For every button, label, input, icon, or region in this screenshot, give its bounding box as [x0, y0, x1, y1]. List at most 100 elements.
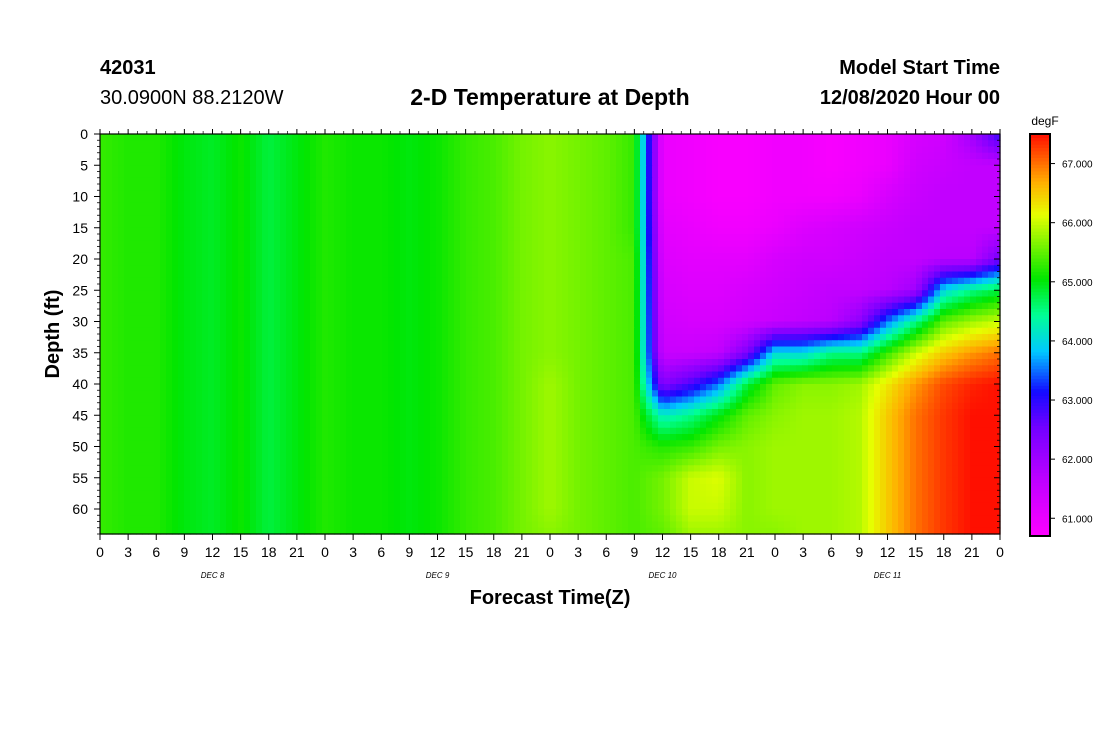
heatmap-cell: [646, 202, 653, 210]
heatmap-cell: [946, 196, 953, 204]
heatmap-cell: [250, 271, 257, 279]
heatmap-cell: [940, 321, 947, 329]
heatmap-cell: [754, 240, 761, 248]
heatmap-cell: [670, 296, 677, 304]
heatmap-cell: [712, 140, 719, 148]
heatmap-cell: [334, 152, 341, 160]
heatmap-cell: [970, 171, 977, 179]
heatmap-cell: [232, 196, 239, 204]
heatmap-cell: [334, 184, 341, 191]
heatmap-cell: [520, 309, 527, 316]
heatmap-cell: [634, 190, 641, 198]
heatmap-cell: [742, 209, 749, 216]
heatmap-cell: [280, 290, 287, 298]
heatmap-cell: [874, 227, 881, 235]
heatmap-cell: [484, 296, 491, 304]
heatmap-cell: [610, 202, 617, 210]
heatmap-cell: [970, 259, 977, 266]
heatmap-cell: [844, 171, 851, 179]
heatmap-cell: [220, 321, 227, 329]
heatmap-cell: [142, 259, 149, 266]
heatmap-cell: [550, 309, 557, 316]
heatmap-cell: [664, 202, 671, 210]
heatmap-cell: [652, 327, 659, 335]
heatmap-cell: [460, 334, 467, 341]
heatmap-cell: [106, 334, 113, 341]
heatmap-cell: [772, 334, 779, 341]
heatmap-cell: [304, 296, 311, 304]
heatmap-cell: [214, 302, 221, 310]
heatmap-cell: [946, 277, 953, 285]
heatmap-cell: [976, 271, 983, 279]
heatmap-cell: [664, 234, 671, 241]
heatmap-cell: [988, 184, 995, 191]
heatmap-cell: [250, 152, 257, 160]
heatmap-cell: [526, 265, 533, 273]
heatmap-cell: [580, 215, 587, 223]
heatmap-cell: [712, 327, 719, 335]
heatmap-cell: [454, 215, 461, 223]
heatmap-cell: [610, 302, 617, 310]
heatmap-cell: [322, 290, 329, 298]
heatmap-cell: [778, 227, 785, 235]
heatmap-cell: [838, 277, 845, 285]
heatmap-cell: [982, 184, 989, 191]
heatmap-cell: [766, 184, 773, 191]
heatmap-cell: [466, 252, 473, 260]
heatmap-cell: [424, 152, 431, 160]
heatmap-cell: [274, 177, 281, 185]
heatmap-cell: [628, 196, 635, 204]
heatmap-cell: [376, 196, 383, 204]
heatmap-cell: [688, 271, 695, 279]
heatmap-cell: [856, 271, 863, 279]
heatmap-cell: [358, 202, 365, 210]
heatmap-cell: [880, 190, 887, 198]
heatmap-cell: [268, 265, 275, 273]
heatmap-cell: [934, 159, 941, 166]
heatmap-cell: [454, 177, 461, 185]
heatmap-cell: [436, 165, 443, 173]
heatmap-cell: [922, 152, 929, 160]
heatmap-cell: [424, 209, 431, 216]
heatmap-cell: [760, 271, 767, 279]
heatmap-cell: [544, 134, 551, 141]
heatmap-cell: [352, 259, 359, 266]
heatmap-cell: [886, 215, 893, 223]
heatmap-cell: [316, 265, 323, 273]
heatmap-cell: [880, 271, 887, 279]
heatmap-cell: [586, 234, 593, 241]
heatmap-cell: [454, 265, 461, 273]
heatmap-cell: [790, 321, 797, 329]
heatmap-cell: [634, 171, 641, 179]
heatmap-cell: [796, 209, 803, 216]
heatmap-cell: [748, 252, 755, 260]
heatmap-cell: [190, 302, 197, 310]
heatmap-cell: [976, 284, 983, 291]
heatmap-cell: [538, 227, 545, 235]
heatmap-cell: [640, 321, 647, 329]
heatmap-cell: [772, 265, 779, 273]
heatmap-cell: [130, 209, 137, 216]
heatmap-cell: [556, 134, 563, 141]
heatmap-cell: [676, 196, 683, 204]
heatmap-cell: [250, 196, 257, 204]
heatmap-cell: [628, 290, 635, 298]
heatmap-cell: [100, 327, 107, 335]
heatmap-cell: [268, 177, 275, 185]
heatmap-cell: [862, 196, 869, 204]
heatmap-cell: [166, 271, 173, 279]
heatmap-cell: [892, 252, 899, 260]
heatmap-cell: [190, 234, 197, 241]
heatmap-cell: [514, 227, 521, 235]
heatmap-cell: [184, 334, 191, 341]
heatmap-cell: [466, 277, 473, 285]
heatmap-cell: [142, 184, 149, 191]
heatmap-cell: [802, 171, 809, 179]
heatmap-cell: [220, 159, 227, 166]
heatmap-cell: [436, 227, 443, 235]
heatmap-cell: [298, 152, 305, 160]
heatmap-cell: [394, 309, 401, 316]
heatmap-cell: [604, 227, 611, 235]
heatmap-cell: [742, 271, 749, 279]
